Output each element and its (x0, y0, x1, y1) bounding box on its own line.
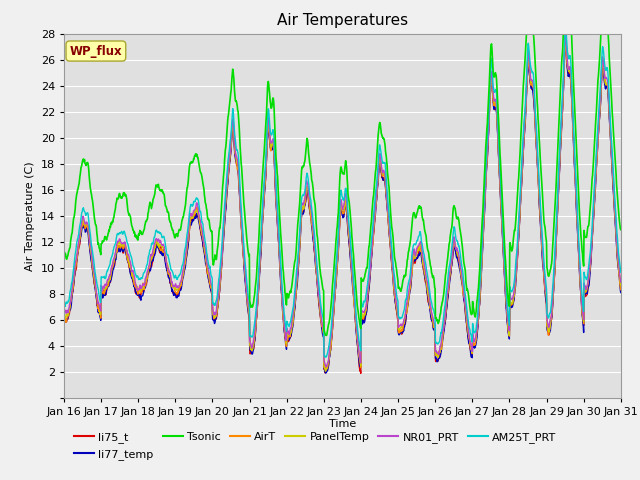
Text: WP_flux: WP_flux (70, 45, 122, 58)
X-axis label: Time: Time (329, 419, 356, 429)
Y-axis label: Air Temperature (C): Air Temperature (C) (25, 161, 35, 271)
Legend: li75_t, li77_temp, Tsonic, AirT, PanelTemp, NR01_PRT, AM25T_PRT: li75_t, li77_temp, Tsonic, AirT, PanelTe… (70, 428, 561, 464)
Title: Air Temperatures: Air Temperatures (277, 13, 408, 28)
